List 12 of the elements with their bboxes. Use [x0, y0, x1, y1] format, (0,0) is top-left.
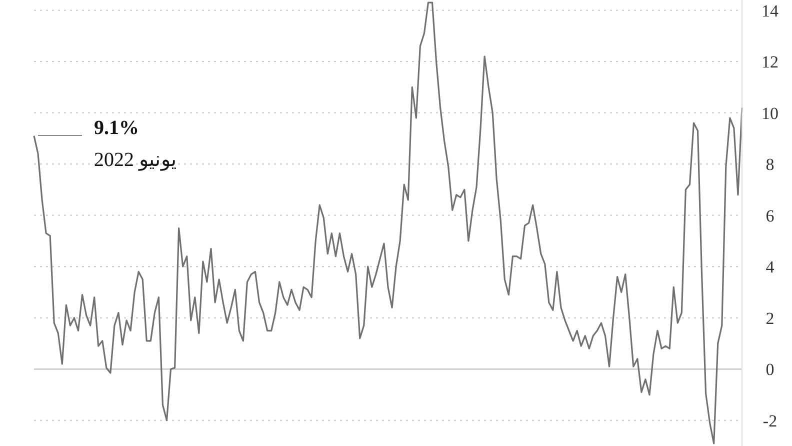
y-tick-label: 4: [766, 258, 775, 277]
y-tick-label: 6: [766, 206, 774, 226]
y-tick-label: 12: [762, 52, 778, 72]
annotation: 9.1%: [94, 116, 139, 140]
y-tick-label: 2: [766, 308, 774, 328]
annotation: يونيو 2022: [94, 148, 177, 172]
y-tick-label: 8: [766, 155, 774, 174]
y-tick-label: 14: [762, 1, 779, 20]
y-tick-label: -2: [762, 411, 778, 430]
y-tick-label: 0: [766, 360, 774, 380]
line-series: [33, 2, 743, 444]
y-tick-label: 10: [762, 104, 778, 123]
